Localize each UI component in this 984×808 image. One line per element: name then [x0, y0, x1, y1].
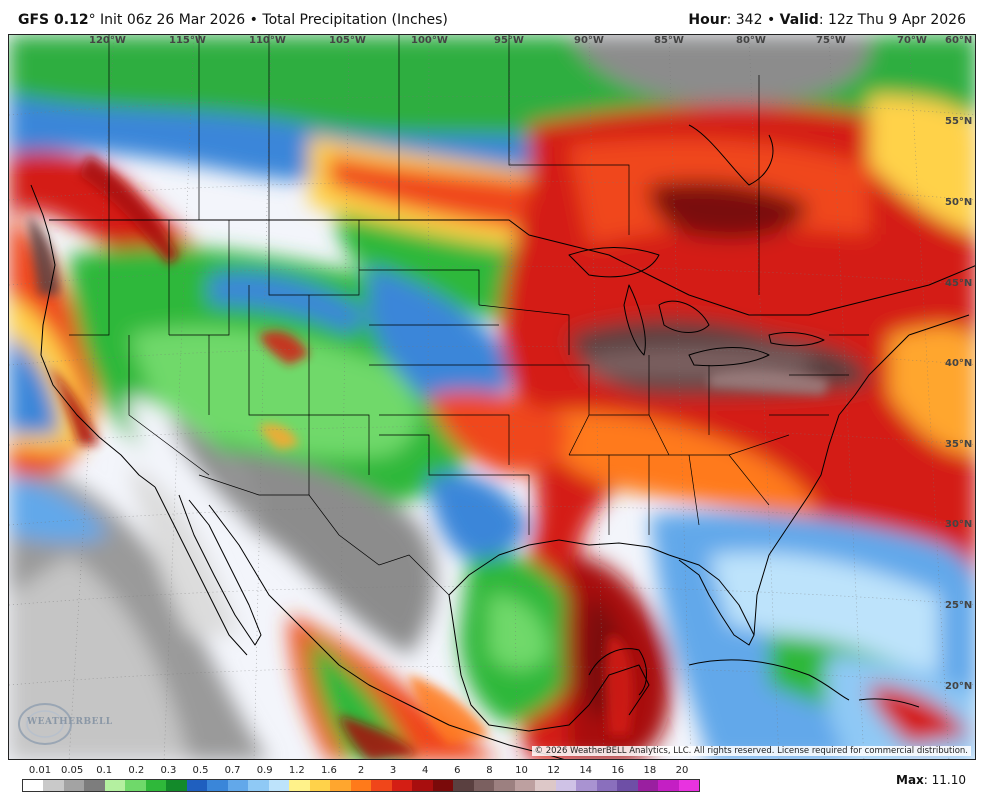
lon-label: 110°W: [249, 35, 286, 46]
legend-swatch: [166, 780, 187, 791]
legend-swatch: [268, 780, 290, 791]
legend-swatch: [248, 780, 269, 791]
legend-label: 16: [611, 765, 625, 776]
legend-swatch: [658, 780, 679, 791]
separator: •: [245, 12, 263, 28]
legend-label: 0.05: [60, 765, 84, 776]
max-value: Max: 11.10: [896, 773, 966, 787]
legend-swatch: [84, 780, 105, 791]
lon-label: 100°W: [411, 35, 448, 46]
legend-swatch: [678, 780, 699, 791]
lat-label: 35°N: [945, 439, 973, 450]
legend-swatch: [63, 780, 85, 791]
legend-label: 0.2: [128, 765, 145, 776]
max-label: Max: [896, 773, 924, 787]
lat-label: 45°N: [945, 278, 973, 289]
precip-color-scale: [22, 779, 700, 792]
legend-swatch: [125, 780, 146, 791]
legend-swatch: [432, 780, 454, 791]
lon-label: 75°W: [816, 35, 846, 46]
lat-label: 25°N: [945, 600, 973, 611]
legend-label: 0.7: [224, 765, 241, 776]
legend-swatch: [23, 780, 44, 791]
lon-label: 120°W: [89, 35, 126, 46]
legend-label: 2: [357, 765, 365, 776]
legend-swatch: [145, 780, 167, 791]
legend-label: 10: [515, 765, 528, 776]
lon-label: 70°W: [897, 35, 927, 46]
legend-label: 1.6: [320, 765, 337, 776]
legend-swatch: [637, 780, 659, 791]
map-header: GFS 0.12° Init 06z 26 Mar 2026 • Total P…: [0, 0, 984, 34]
legend-swatch: [535, 780, 556, 791]
legend-swatch: [494, 780, 515, 791]
valid-value: : 12z Thu 9 Apr 2026: [818, 12, 966, 28]
lat-label: 30°N: [945, 519, 973, 530]
precipitation-map: 120°W 115°W 110°W 105°W 100°W 95°W 90°W …: [8, 34, 976, 760]
legend-swatch: [473, 780, 495, 791]
copyright-notice: © 2026 WeatherBELL Analytics, LLC. All r…: [531, 746, 971, 756]
legend-swatch: [186, 780, 208, 791]
legend-swatch: [514, 780, 536, 791]
legend-label: 6: [454, 765, 461, 776]
legend-swatch: [350, 780, 372, 791]
legend-swatch: [227, 780, 249, 791]
legend-label: 14: [579, 765, 593, 776]
lat-label: 40°N: [945, 358, 973, 369]
valid-time: Hour: 342 • Valid: 12z Thu 9 Apr 2026: [688, 12, 966, 28]
legend-swatch: [371, 780, 392, 791]
legend-label: 3: [389, 765, 397, 776]
lon-label: 85°W: [654, 35, 684, 46]
legend-labels: 0.01 0.05 0.1 0.2 0.3 0.5 0.7 0.9 1.2 1.6 2 3 4 6 8 10 1…: [22, 765, 702, 777]
legend-label: 0.9: [256, 765, 273, 776]
legend-label: 0.5: [192, 765, 209, 776]
legend-swatch: [596, 780, 618, 791]
legend-label: 18: [643, 765, 657, 776]
lon-label: 95°W: [494, 35, 524, 46]
legend-swatch: [576, 780, 597, 791]
legend-swatch: [43, 780, 64, 791]
legend-swatch: [391, 780, 413, 791]
valid-label: Valid: [779, 12, 819, 28]
model-name: GFS 0.12: [18, 12, 89, 28]
weatherbell-logo-icon: [18, 703, 72, 745]
legend-swatch: [309, 780, 331, 791]
lat-label: 20°N: [945, 681, 973, 692]
lat-label: 50°N: [945, 197, 973, 208]
legend-swatch: [207, 780, 228, 791]
lon-label: 90°W: [574, 35, 604, 46]
legend-label: 0.01: [28, 765, 52, 776]
separator-2: •: [762, 12, 780, 28]
lon-label: 115°W: [169, 35, 206, 46]
model-title: GFS 0.12° Init 06z 26 Mar 2026 • Total P…: [18, 12, 448, 28]
legend-label: 1.2: [288, 765, 305, 776]
max-number: : 11.10: [923, 773, 966, 787]
lat-label: 60°N: [945, 35, 973, 46]
lon-label: 80°W: [736, 35, 766, 46]
product-name: Total Precipitation (Inches): [262, 12, 448, 28]
legend-swatch: [330, 780, 351, 791]
legend-swatch: [617, 780, 638, 791]
legend-swatch: [289, 780, 310, 791]
legend-swatch: [412, 780, 433, 791]
weatherbell-logo: WEATHERBELL: [15, 699, 112, 749]
legend-swatch: [555, 780, 577, 791]
logo-text: WEATHERBELL: [27, 717, 113, 727]
lon-label: 105°W: [329, 35, 366, 46]
legend-swatch: [453, 780, 474, 791]
legend-label: 4: [422, 765, 429, 776]
degree-symbol: °: [88, 12, 96, 28]
init-time: Init 06z 26 Mar 2026: [95, 12, 246, 28]
hour-label: Hour: [688, 12, 727, 28]
precip-field: [9, 35, 975, 759]
legend-label: 20: [675, 765, 689, 776]
hour-value: : 342: [726, 12, 763, 28]
legend-label: 0.3: [160, 765, 177, 776]
legend-label: 0.1: [96, 765, 113, 776]
legend-label: 12: [547, 765, 560, 776]
lat-label: 55°N: [945, 116, 973, 127]
legend-label: 8: [486, 765, 493, 776]
legend-swatch: [104, 780, 126, 791]
